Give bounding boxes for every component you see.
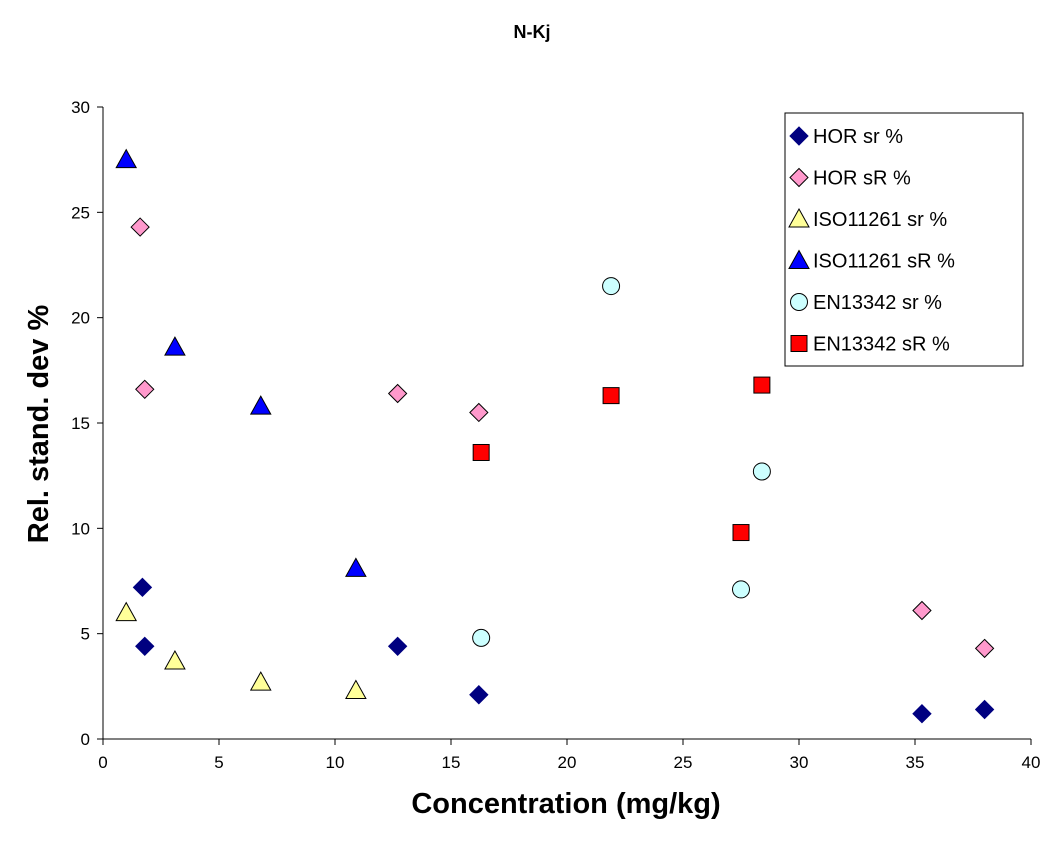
x-tick-label: 35 — [906, 753, 925, 772]
legend-label: HOR sr % — [813, 126, 903, 148]
series-3 — [115, 148, 367, 577]
series-2 — [115, 601, 367, 700]
legend-marker — [790, 293, 808, 311]
data-point — [387, 383, 408, 404]
data-point — [469, 685, 489, 705]
legend-marker — [788, 249, 810, 269]
data-point — [472, 443, 490, 461]
legend-box — [784, 112, 1024, 367]
legend-marker — [788, 207, 810, 228]
legend-label: ISO11261 sr % — [813, 209, 947, 231]
data-point — [974, 699, 995, 720]
y-tick-label: 15 — [71, 414, 90, 433]
axes: 0 5 10 15 20 25 30 35 40 0 5 10 15 20 25 30 — [71, 98, 1040, 772]
legend-marker — [790, 335, 808, 352]
data-point — [249, 671, 272, 691]
x-tick-label: 5 — [214, 753, 223, 772]
chart-title: N-Kj — [514, 22, 551, 42]
legend-entry: EN13342 sR % — [790, 334, 950, 356]
x-tick-label: 25 — [674, 753, 693, 772]
series-4 — [472, 277, 771, 647]
y-axis-title: Rel. stand. dev % — [23, 305, 55, 544]
legend-label: EN13342 sr % — [813, 292, 942, 314]
legend-entry: HOR sr % — [789, 126, 903, 148]
data-point — [115, 601, 138, 622]
y-tick-label: 0 — [81, 730, 90, 749]
legend: HOR sr % HOR sR % ISO11261 sr % ISO11261 sR… — [784, 112, 1024, 367]
legend-marker — [789, 167, 809, 188]
data-point — [115, 148, 138, 169]
data-point — [974, 638, 995, 659]
legend-entry: HOR sR % — [789, 167, 911, 190]
x-tick-label: 30 — [790, 753, 809, 772]
x-tick-label: 0 — [98, 753, 107, 772]
series-0 — [132, 577, 995, 724]
data-point — [135, 636, 155, 657]
data-point — [752, 462, 771, 481]
legend-entry: ISO11261 sR % — [788, 249, 955, 273]
data-point — [132, 577, 153, 598]
series-5 — [472, 376, 771, 542]
x-tick-label: 20 — [558, 753, 577, 772]
legend-entry: EN13342 sr % — [790, 292, 942, 314]
y-tick-label: 20 — [71, 309, 90, 328]
y-tick-label: 10 — [71, 519, 90, 538]
x-tick-label: 10 — [326, 753, 345, 772]
y-tick-label: 25 — [71, 203, 90, 222]
data-point — [164, 336, 186, 356]
data-point — [732, 580, 750, 599]
y-tick-label: 30 — [71, 98, 90, 117]
x-tick-label: 15 — [442, 753, 461, 772]
data-marks — [115, 148, 995, 724]
data-point — [469, 402, 489, 423]
data-point — [602, 387, 620, 405]
data-point — [472, 628, 491, 647]
legend-label: EN13342 sR % — [813, 334, 950, 356]
legend-label: ISO11261 sR % — [813, 251, 955, 273]
x-axis-title: Concentration (mg/kg) — [411, 788, 720, 820]
data-point — [602, 277, 621, 296]
x-tick-label: 40 — [1022, 753, 1041, 772]
data-point — [345, 679, 367, 700]
data-point — [135, 379, 155, 400]
data-point — [753, 376, 771, 394]
data-point — [387, 636, 408, 657]
y-tick-label: 5 — [81, 625, 90, 644]
legend-label: HOR sR % — [813, 168, 911, 190]
data-point — [164, 650, 186, 670]
data-point — [130, 217, 150, 237]
data-point — [732, 524, 750, 542]
legend-entry: ISO11261 sr % — [788, 207, 947, 231]
series-1 — [130, 217, 995, 659]
data-point — [912, 600, 932, 621]
data-point — [912, 704, 932, 724]
data-point — [345, 557, 367, 577]
legend-marker — [789, 126, 809, 146]
data-point — [249, 395, 272, 415]
